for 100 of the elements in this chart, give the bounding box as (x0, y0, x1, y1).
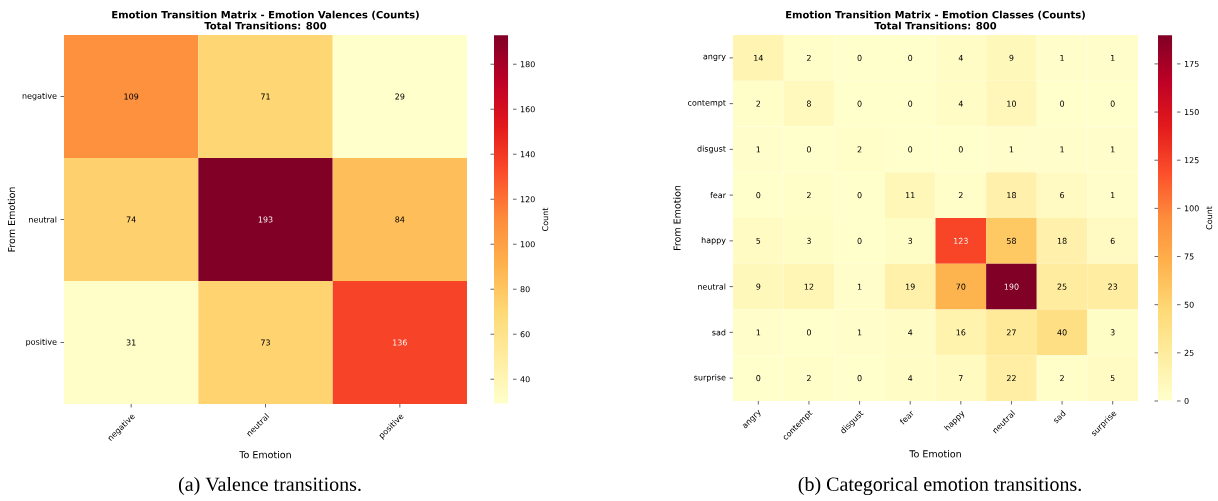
color-bar-label: 0 (1184, 397, 1189, 405)
data-label: 2 (806, 375, 811, 382)
color-bar-label: 80 (520, 286, 530, 293)
data-label: 25 (1057, 283, 1067, 290)
y-tick-label: surprise (694, 374, 726, 382)
y-tick-label: happy (701, 237, 726, 245)
data-label: 27 (1006, 329, 1016, 336)
x-tick-label: sad (1054, 410, 1066, 424)
data-label: 0 (1060, 100, 1065, 107)
data-label: 0 (1110, 100, 1115, 107)
data-label: 6 (1060, 192, 1065, 199)
color-bar-title: Count (542, 207, 549, 231)
data-label: 5 (756, 237, 761, 244)
data-label: 18 (1007, 192, 1016, 199)
data-label: 0 (756, 192, 761, 199)
chart-subtitle: Total Transitions: 800 (204, 21, 327, 30)
data-label: 12 (804, 283, 814, 290)
data-label: 2 (1060, 375, 1064, 382)
data-label: 1 (756, 329, 761, 336)
data-label: 2 (857, 146, 862, 153)
color-bar-label: 100 (1184, 205, 1199, 212)
data-label: 0 (806, 146, 811, 153)
data-label: 3 (807, 237, 811, 244)
data-label: 1 (1060, 54, 1064, 61)
data-label: 2 (756, 100, 761, 107)
data-label: 136 (393, 339, 407, 346)
data-label: 4 (958, 100, 963, 107)
data-label: 58 (1006, 237, 1016, 244)
data-label: 23 (1108, 283, 1118, 290)
data-label: 0 (857, 100, 862, 107)
data-label: 4 (958, 54, 963, 61)
data-label: 1 (1111, 54, 1115, 61)
text: (a) Valence transitions. (178, 476, 361, 496)
data-label: 1 (857, 329, 862, 336)
data-label: 193 (258, 216, 273, 223)
data-label: 31 (126, 339, 136, 346)
y-tick-label: fear (710, 192, 726, 199)
data-label: 0 (908, 100, 913, 107)
data-label: 6 (1110, 237, 1115, 244)
color-bar-label: 60 (520, 331, 530, 338)
data-label: 10 (1007, 100, 1017, 107)
color-bar-title: Count (1206, 206, 1213, 230)
y-tick-label: contempt (687, 99, 726, 108)
data-label: 0 (857, 375, 862, 382)
color-bar-label: 150 (1184, 109, 1199, 116)
data-label: 0 (756, 375, 761, 382)
data-label: 0 (806, 329, 811, 336)
data-label: 3 (1110, 329, 1115, 336)
data-label: 0 (908, 146, 913, 153)
y-tick-label: positive (26, 338, 57, 347)
y-axis-title: From Emotion (673, 185, 681, 250)
data-label: 14 (754, 54, 763, 61)
data-label: 11 (905, 192, 915, 199)
color-bar-label: 75 (1184, 253, 1194, 260)
color-bar-label: 100 (520, 241, 535, 248)
y-tick-label: sad (712, 329, 726, 336)
data-label: 4 (908, 375, 913, 382)
data-label: 16 (956, 329, 966, 336)
data-label: 4 (908, 329, 913, 336)
data-label: 22 (1006, 375, 1016, 382)
text: (b) Categorical emotion transitions. (798, 476, 1081, 496)
color-bar-label: 125 (1184, 157, 1199, 164)
y-tick-label: neutral (698, 283, 726, 290)
data-label: 1 (756, 146, 761, 153)
data-label: 190 (1004, 283, 1019, 290)
y-tick-label: angry (703, 54, 726, 61)
data-label: 40 (1057, 329, 1067, 336)
data-label: 2 (806, 192, 811, 199)
x-axis-title: To Emotion (239, 450, 291, 459)
x-axis-title: To Emotion (909, 450, 961, 458)
data-label: 1 (1009, 146, 1014, 153)
color-bar-label: 180 (520, 61, 535, 68)
data-label: 8 (806, 100, 811, 107)
data-label: 9 (1009, 54, 1014, 61)
data-label: 2 (806, 54, 811, 61)
data-label: 73 (261, 339, 270, 346)
color-bar-label: 40 (520, 376, 530, 383)
data-label: 84 (395, 216, 405, 223)
data-label: 1 (1060, 146, 1064, 153)
color-bar-label: 25 (1184, 349, 1194, 356)
data-label: 0 (958, 146, 963, 153)
y-tick-label: neutral (29, 216, 57, 223)
data-label: 0 (857, 54, 862, 61)
color-bar-label: 120 (520, 196, 535, 203)
color-bar-label: 160 (520, 106, 535, 113)
y-tick-label: disgust (697, 145, 726, 154)
data-label: 3 (908, 237, 913, 244)
color-bar-label: 140 (520, 151, 535, 158)
data-label: 9 (756, 283, 761, 290)
data-label: 5 (1110, 375, 1115, 382)
y-axis-title: From Emotion (7, 187, 16, 252)
data-label: 2 (958, 192, 963, 199)
chart-title: Emotion Transition Matrix - Emotion Valences (Counts) (112, 10, 419, 20)
color-bar-label: 175 (1184, 60, 1199, 67)
data-label: 109 (124, 93, 139, 100)
color-bar-label: 50 (1184, 301, 1194, 308)
data-label: 0 (857, 192, 862, 199)
data-label: 1 (1111, 146, 1115, 153)
chart-title: Emotion Transition Matrix - Emotion Classes (Counts) (786, 10, 1085, 20)
data-label: 7 (958, 375, 963, 382)
